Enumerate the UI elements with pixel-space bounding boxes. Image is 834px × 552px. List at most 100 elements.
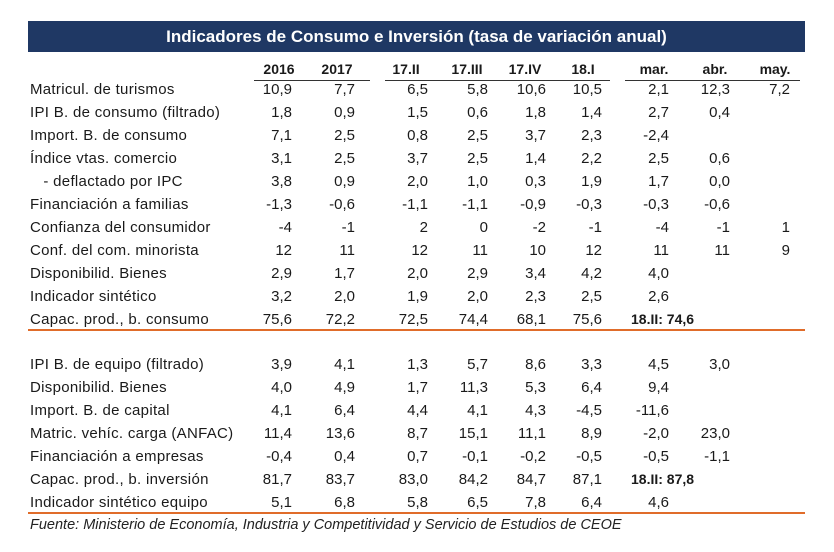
table-cell: -1 — [716, 219, 730, 236]
table-cell: -4 — [655, 219, 669, 236]
table-cell: 1 — [781, 219, 790, 236]
table-cell: 4,9 — [334, 379, 355, 396]
table-cell: 0,3 — [525, 173, 546, 190]
table-cell: 11 — [714, 242, 730, 259]
table-row: Capac. prod., b. consumo 75,6 72,2 72,5 74,4… — [0, 308, 834, 331]
row-label: Indicador sintético equipo — [30, 494, 208, 511]
table-cell: 0,9 — [334, 173, 355, 190]
table-cell: 0 — [479, 219, 488, 236]
table-cell: 75,6 — [572, 311, 602, 328]
column-header: 17.III — [451, 61, 483, 77]
table-row: Confianza del consumidor -4 -1 2 0 -2 -1 -4 -1 1 — [0, 216, 834, 239]
table-title: Indicadores de Consumo e Inversión (tasa… — [28, 21, 805, 52]
table-cell: -2,0 — [643, 425, 669, 442]
table-cell: 2 — [419, 219, 428, 236]
table-row: IPI B. de equipo (filtrado) 3,9 4,1 1,3 5,7 8… — [0, 353, 834, 376]
table-cell: 12 — [585, 242, 602, 259]
row-label: Capac. prod., b. consumo — [30, 311, 209, 328]
table-cell: -2 — [532, 219, 546, 236]
table-cell: 4,2 — [581, 265, 602, 282]
table-cell: 4,1 — [271, 402, 292, 419]
table-cell: 2,6 — [648, 288, 669, 305]
table-cell: 4,3 — [525, 402, 546, 419]
table-cell-span: 18.II: 74,6 — [631, 311, 695, 327]
table-row: Indicador sintético equipo 5,1 6,8 5,8 6,5 7,… — [0, 491, 834, 514]
column-header: mar. — [639, 61, 669, 77]
table-cell: 83,0 — [398, 471, 428, 488]
table-cell: 0,8 — [407, 127, 428, 144]
table-cell: 1,0 — [467, 173, 488, 190]
table-row: Disponibilid. Bienes 4,0 4,9 1,7 11,3 5,3 6,4 9… — [0, 376, 834, 399]
row-label: Capac. prod., b. inversión — [30, 471, 209, 488]
table-cell: 13,6 — [325, 425, 355, 442]
row-label: Índice vtas. comercio — [30, 150, 178, 167]
table-cell: 4,4 — [407, 402, 428, 419]
row-label: - deflactado por IPC — [30, 173, 183, 190]
table-cell: 84,2 — [458, 471, 488, 488]
table-cell: -1,1 — [704, 448, 730, 465]
table-cell: -1,1 — [402, 196, 428, 213]
table-cell: 11,3 — [459, 379, 488, 396]
table-cell: 3,9 — [271, 356, 292, 373]
table-cell: 2,0 — [407, 173, 428, 190]
table-cell: 12,3 — [700, 81, 730, 98]
table-cell: -0,2 — [520, 448, 546, 465]
table-cell: 15,1 — [458, 425, 488, 442]
table-cell: 6,5 — [467, 494, 488, 511]
header-underline — [254, 80, 370, 81]
table-cell: 4,0 — [648, 265, 669, 282]
section-divider — [28, 329, 805, 331]
table-cell: 75,6 — [262, 311, 292, 328]
table-cell: 2,5 — [334, 127, 355, 144]
table-row: Import. B. de capital 4,1 6,4 4,4 4,1 4,3 -4,5… — [0, 399, 834, 422]
table-cell: 7,2 — [769, 81, 790, 98]
table-cell: 1,4 — [525, 150, 546, 167]
source-note: Fuente: Ministerio de Economía, Industri… — [30, 517, 622, 533]
table-cell: 1,7 — [407, 379, 428, 396]
table-cell: 9,4 — [648, 379, 669, 396]
table-cell: -4,5 — [576, 402, 602, 419]
column-header: 2016 — [263, 61, 295, 77]
table-cell: 12 — [411, 242, 428, 259]
table-cell: 6,8 — [334, 494, 355, 511]
table-cell: 5,8 — [467, 81, 488, 98]
table-cell: 1,8 — [525, 104, 546, 121]
table-cell: 6,4 — [334, 402, 355, 419]
table-cell: -0,6 — [329, 196, 355, 213]
column-header: 2017 — [321, 61, 353, 77]
table-cell: 81,7 — [262, 471, 292, 488]
table-cell: 0,4 — [334, 448, 355, 465]
row-label: Import. B. de capital — [30, 402, 170, 419]
column-header: 18.I — [571, 61, 595, 77]
table-cell: 3,7 — [525, 127, 546, 144]
table-row: Import. B. de consumo 7,1 2,5 0,8 2,5 3,7 2,3 -… — [0, 124, 834, 147]
row-label: Disponibilid. Bienes — [30, 379, 167, 396]
table-cell: 12 — [275, 242, 292, 259]
table-cell: 87,1 — [572, 471, 602, 488]
table-row: IPI B. de consumo (filtrado) 1,8 0,9 1,5 0,6… — [0, 101, 834, 124]
table-cell: 7,1 — [271, 127, 292, 144]
table-cell: 11,4 — [263, 425, 292, 442]
table-cell: 3,3 — [581, 356, 602, 373]
table-cell: 83,7 — [325, 471, 355, 488]
column-header: 17.IV — [508, 61, 542, 77]
table-cell: -0,3 — [576, 196, 602, 213]
table-cell: 74,4 — [458, 311, 488, 328]
table-cell: 1,8 — [271, 104, 292, 121]
table-row: Capac. prod., b. inversión 81,7 83,7 83,0 84… — [0, 468, 834, 491]
table-cell: 11,1 — [517, 425, 546, 442]
table-row: Matricul. de turismos 10,9 7,7 6,5 5,8 10,6 10… — [0, 78, 834, 101]
table-row: Financiación a familias -1,3 -0,6 -1,1 -1,1 -… — [0, 193, 834, 216]
table-cell: 6,4 — [581, 379, 602, 396]
table-cell: 4,6 — [648, 494, 669, 511]
table-cell: 5,3 — [525, 379, 546, 396]
table-cell: 5,8 — [407, 494, 428, 511]
row-label: Import. B. de consumo — [30, 127, 188, 144]
table-cell: 10 — [529, 242, 546, 259]
table-cell: 1,5 — [407, 104, 428, 121]
table-row: Disponibilid. Bienes 2,9 1,7 2,0 2,9 3,4 4,2 4,… — [0, 262, 834, 285]
table-cell: 2,1 — [648, 81, 669, 98]
table-cell: 68,1 — [516, 311, 546, 328]
table-cell: 2,5 — [467, 127, 488, 144]
table-cell: 4,5 — [648, 356, 669, 373]
